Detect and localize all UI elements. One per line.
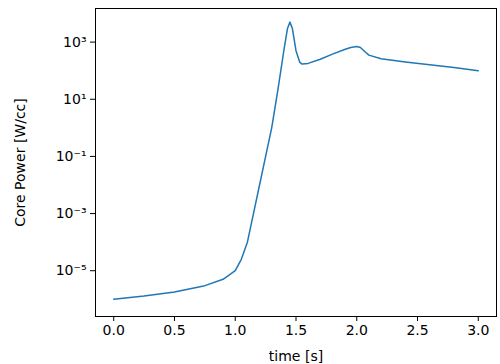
svg-text:1.5: 1.5 xyxy=(285,322,307,338)
svg-text:time [s]: time [s] xyxy=(269,348,323,364)
svg-text:2.0: 2.0 xyxy=(346,322,368,338)
svg-text:10⁻⁵: 10⁻⁵ xyxy=(56,262,87,278)
svg-text:2.5: 2.5 xyxy=(406,322,428,338)
svg-text:0.0: 0.0 xyxy=(103,322,125,338)
svg-text:10⁻¹: 10⁻¹ xyxy=(56,148,87,164)
svg-text:1.0: 1.0 xyxy=(224,322,246,338)
svg-text:10⁻³: 10⁻³ xyxy=(56,205,87,221)
svg-text:10¹: 10¹ xyxy=(63,91,86,107)
svg-text:10³: 10³ xyxy=(63,34,86,50)
svg-text:Core Power [W/cc]: Core Power [W/cc] xyxy=(12,98,28,227)
svg-text:0.5: 0.5 xyxy=(163,322,185,338)
svg-text:3.0: 3.0 xyxy=(467,322,489,338)
